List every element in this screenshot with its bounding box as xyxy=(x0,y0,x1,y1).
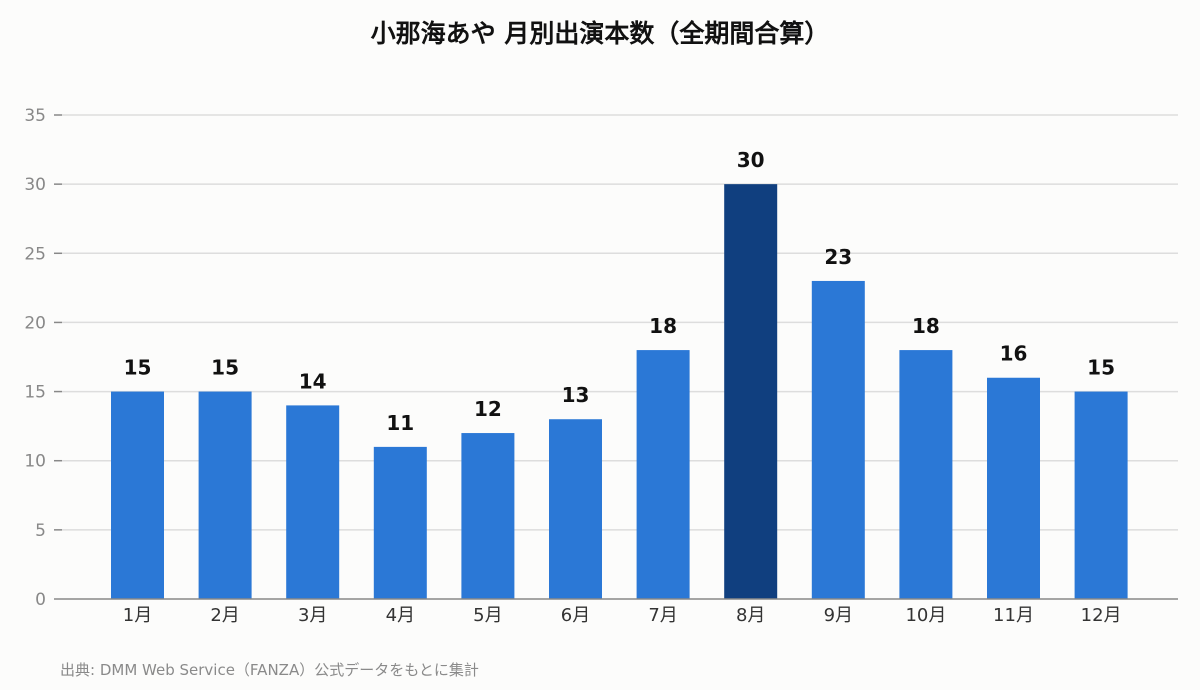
x-tick-label: 12月 xyxy=(1081,605,1122,626)
y-tick-label: 0 xyxy=(35,590,46,610)
data-label: 14 xyxy=(299,369,327,393)
y-tick-label: 15 xyxy=(24,383,46,403)
x-tick-label: 11月 xyxy=(993,605,1034,626)
x-tick-label: 5月 xyxy=(473,605,502,626)
y-tick-label: 20 xyxy=(24,313,46,333)
y-tick-label: 35 xyxy=(24,106,46,126)
y-tick-label: 5 xyxy=(35,521,46,541)
y-tick-label: 30 xyxy=(24,175,46,195)
data-label: 23 xyxy=(824,245,852,269)
bar-11月 xyxy=(987,377,1040,599)
bar-7月 xyxy=(636,350,690,599)
data-label: 11 xyxy=(386,411,414,435)
bar-12月 xyxy=(1074,391,1128,599)
x-tick-label: 4月 xyxy=(386,605,415,626)
bar-1月 xyxy=(111,391,164,599)
data-label: 15 xyxy=(211,356,239,380)
x-tick-label: 6月 xyxy=(561,605,590,626)
data-label: 12 xyxy=(474,397,502,421)
data-label: 18 xyxy=(649,314,677,338)
x-tick-label: 8月 xyxy=(736,605,765,626)
bar-9月 xyxy=(811,280,865,599)
data-label: 18 xyxy=(912,314,940,338)
x-tick-label: 2月 xyxy=(210,605,239,626)
y-tick-label: 25 xyxy=(24,244,46,264)
bar-3月 xyxy=(286,405,340,599)
x-tick-label: 1月 xyxy=(123,605,152,626)
bar-6月 xyxy=(549,419,602,599)
y-tick-label: 10 xyxy=(24,452,46,472)
chart-title: 小那海あや 月別出演本数（全期間合算） xyxy=(370,19,830,48)
data-label: 13 xyxy=(562,383,590,407)
source-note: 出典: DMM Web Service（FANZA）公式データをもとに集計 xyxy=(60,661,479,679)
data-label: 16 xyxy=(1000,342,1028,366)
bar-4月 xyxy=(373,446,427,599)
x-tick-label: 9月 xyxy=(824,605,853,626)
data-label: 30 xyxy=(737,148,765,172)
bar-10月 xyxy=(899,350,953,599)
x-tick-label: 7月 xyxy=(648,605,677,626)
data-label: 15 xyxy=(1087,356,1115,380)
x-tick-label: 10月 xyxy=(905,605,946,626)
bar-5月 xyxy=(461,433,515,599)
data-label: 15 xyxy=(124,356,152,380)
x-tick-label: 3月 xyxy=(298,605,327,626)
bar-2月 xyxy=(198,391,252,599)
bar-8月 xyxy=(724,184,778,599)
